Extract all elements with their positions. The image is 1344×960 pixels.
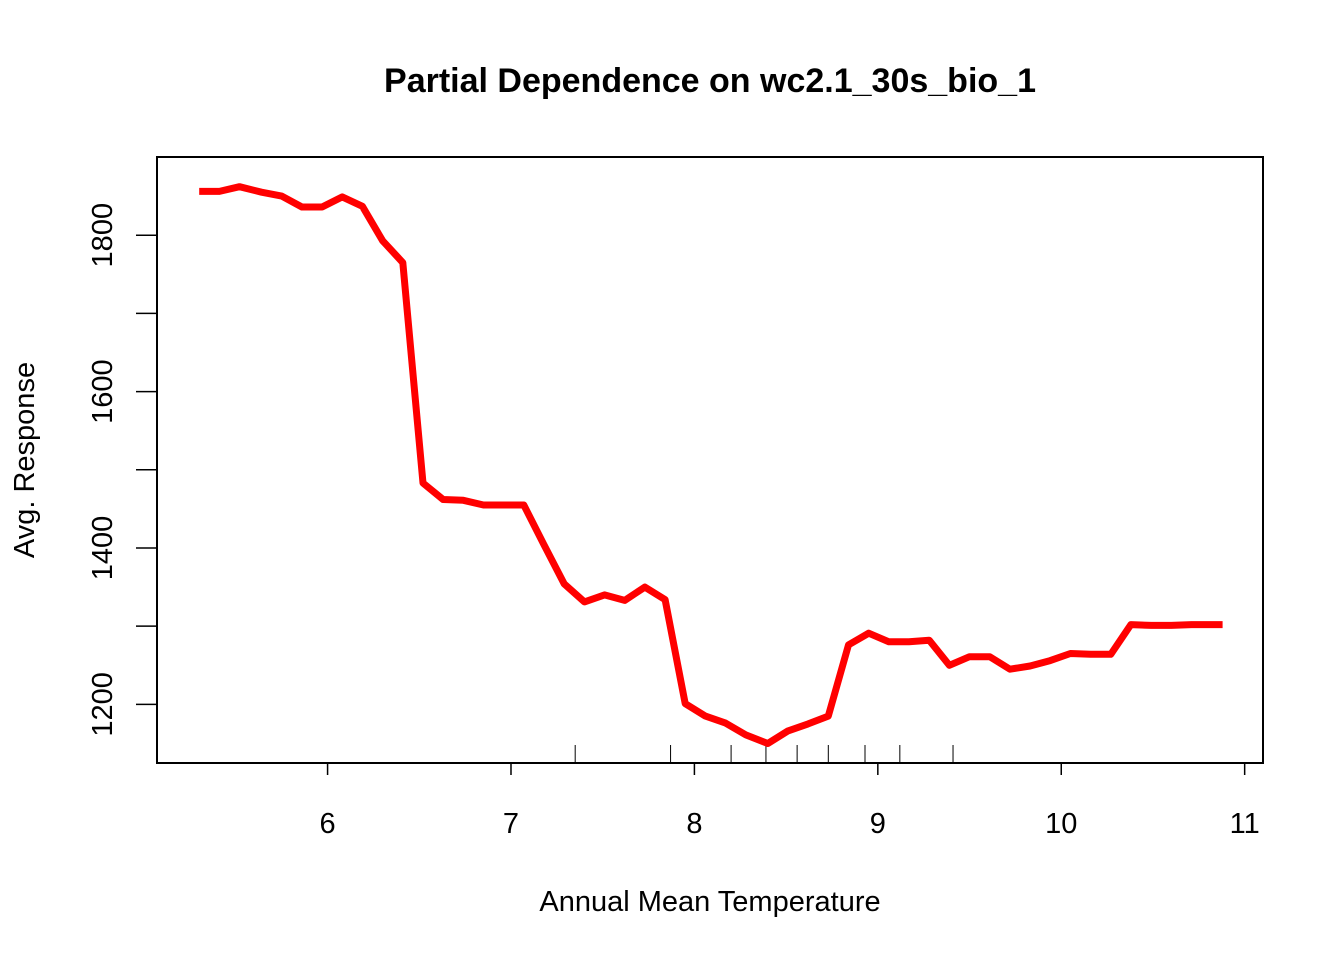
y-axis-label: Avg. Response [9,362,41,558]
y-tick-label-2: 1600 [87,359,119,424]
x-tick-label-3: 9 [870,808,886,840]
y-tick-label-1: 1400 [87,516,119,581]
series-line-0 [199,183,1223,747]
rug-group [574,745,954,763]
x-tick-label-0: 6 [320,808,336,840]
x-tick-label-4: 10 [1045,808,1077,840]
series-group [199,183,1223,747]
axes-group: 6 7 8 9 10 11 1200 1400 1600 1800 [87,203,1260,840]
x-axis-label: Annual Mean Temperature [539,886,880,918]
chart-title: Partial Dependence on wc2.1_30s_bio_1 [384,62,1036,100]
x-tick-label-5: 11 [1230,808,1260,840]
y-tick-label-3: 1800 [87,203,119,268]
plot-frame [156,156,1264,764]
x-tick-label-2: 8 [686,808,702,840]
y-tick-label-0: 1200 [87,672,119,737]
x-tick-label-1: 7 [503,808,519,840]
